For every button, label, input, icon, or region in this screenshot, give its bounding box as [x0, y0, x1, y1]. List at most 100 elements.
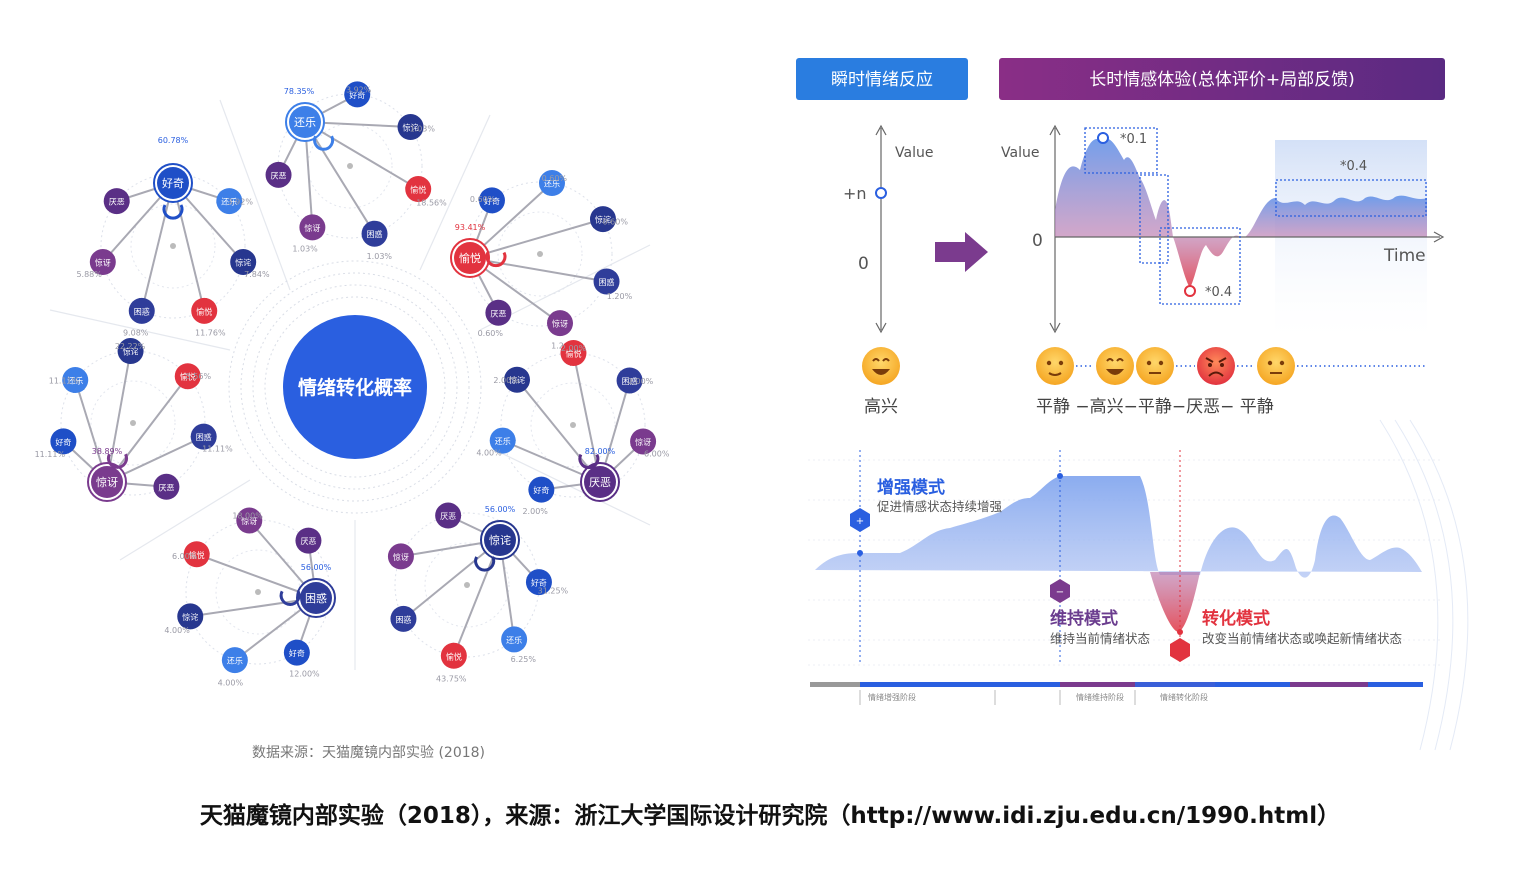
transition-arrow	[106, 375, 189, 483]
modes-chart: + 增强模式 促进情感状态持续增强 − 维持模式 维持当前情绪状态 转化模式 改…	[808, 419, 1469, 751]
emotion-node	[50, 428, 77, 455]
emotion-node-label: 厌恶	[440, 512, 456, 521]
transition-pct: 1.03%	[410, 124, 436, 133]
stage-bar-6	[1368, 682, 1423, 687]
emotion-node-label: 还乐	[221, 197, 237, 207]
emotion-node	[174, 363, 201, 390]
data-source-note: 数据来源：天猫魔镜内部实验 (2018)	[252, 745, 486, 761]
disgust-face-icon	[1197, 347, 1235, 385]
emotion-node	[528, 476, 555, 503]
emoji-row: 高兴	[862, 347, 1425, 417]
main-node-label: 愉悦	[459, 251, 481, 265]
emotion-node-label: 惊讶	[304, 223, 320, 233]
emotion-node-label: 好奇	[289, 648, 305, 658]
decorative-arcs	[1379, 419, 1469, 751]
transition-pct: 6.00%	[644, 450, 670, 459]
center-rings	[228, 260, 482, 514]
group-inner-ring	[90, 380, 176, 466]
transition-arrow	[190, 597, 317, 621]
enhance-hex-glyph: +	[856, 516, 864, 527]
emotion-node	[589, 206, 616, 233]
emotion-node-label: 困惑	[134, 306, 150, 316]
emotion-node	[478, 187, 505, 214]
emotion-node-label: 困惑	[395, 614, 411, 624]
emotion-node-label: 惊诧	[509, 375, 525, 385]
emotion-transition-diagram: 情绪转化概率 还乐3.92%惊诧7.84%愉悦11.76%困惑9.08%惊讶5.…	[35, 81, 670, 687]
emotion-node	[191, 297, 218, 324]
maintain-title: 维持模式	[1050, 608, 1118, 629]
emotion-node-label: 困惑	[622, 376, 638, 386]
maintain-hex-icon	[1050, 579, 1070, 603]
emotion-node	[501, 626, 528, 653]
emotion-node-label: 还乐	[227, 656, 243, 666]
main-node-label: 惊讶	[96, 475, 118, 489]
emotion-node-label: 惊诧	[182, 612, 198, 622]
dip-marker	[1184, 285, 1196, 297]
self-loop-arrow-icon	[578, 453, 600, 470]
transition-pct: 5.88%	[76, 270, 102, 279]
emotion-node-label: 愉悦	[565, 349, 581, 359]
tail-annotation: *0.4	[1340, 159, 1367, 174]
emotion-node	[630, 428, 657, 455]
emotion-node-label: 愉悦	[410, 185, 426, 195]
emotion-node-label: 困惑	[367, 229, 383, 239]
group-ring	[60, 350, 206, 496]
calm-face-icon-2	[1257, 347, 1295, 385]
emotion-node	[153, 473, 180, 500]
emotion-node-label: 愉悦	[180, 372, 196, 382]
group-inner-ring	[424, 542, 510, 628]
main-node-label: 好奇	[162, 176, 184, 190]
transform-title: 转化模式	[1202, 608, 1270, 629]
emotion-node	[221, 647, 248, 674]
enhance-desc: 促进情感状态持续增强	[877, 499, 1003, 514]
instant-axis-arrow-up	[875, 124, 887, 136]
emotion-node-label: 惊诧	[235, 258, 251, 268]
transition-pct: 11.11%	[202, 444, 233, 453]
figure-caption: 天猫魔镜内部实验（2018），来源：浙江大学国际设计研究院（http://www…	[199, 803, 1341, 829]
emotion-node	[547, 310, 573, 337]
instant-axis-arrow-down	[875, 322, 887, 334]
tail-highlight-band	[1275, 140, 1427, 340]
group-center-dot	[570, 422, 576, 428]
happy-face-icon	[862, 347, 900, 385]
tab-instant-label: 瞬时情绪反应	[831, 70, 933, 90]
stage-bar-maintain	[1060, 682, 1135, 687]
emotion-node-label: 好奇	[55, 437, 71, 447]
transition-arrow	[935, 232, 988, 272]
transition-pct: 11.76%	[195, 328, 226, 337]
emotion-node	[538, 170, 565, 197]
transition-arrow	[304, 121, 419, 190]
stage-label-enhance: 情绪增强阶段	[868, 692, 916, 702]
emotion-node-label: 愉悦	[189, 550, 205, 560]
group-center-dot	[537, 251, 543, 257]
emotion-group-2: 好奇0.60%还乐0.60%惊诧0.60%困惑1.20%惊讶1.20%厌恶0.6…	[450, 170, 633, 351]
emotion-groups: 还乐3.92%惊诧7.84%愉悦11.76%困惑9.08%惊讶5.88%厌恶好奇…	[35, 81, 670, 687]
group-center-dot	[170, 243, 176, 249]
emotion-node	[405, 176, 432, 203]
emotion-node	[216, 188, 243, 215]
transition-pct: 11.11%	[35, 450, 66, 459]
self-loop-arrow-icon	[313, 135, 335, 151]
tab-instant	[796, 58, 968, 100]
long-value-label: Value	[1001, 145, 1039, 161]
emotion-node-label: 困惑	[599, 277, 615, 287]
transition-pct: 3.92%	[228, 197, 254, 206]
emotion-node-label: 好奇	[531, 578, 547, 588]
main-node	[584, 466, 616, 498]
transition-pct: 0.60%	[478, 329, 504, 338]
main-node	[484, 524, 516, 556]
stage-bar-transform	[1135, 682, 1215, 687]
emotion-node-label: 厌恶	[490, 309, 506, 318]
transition-pct: 7.84%	[244, 270, 270, 279]
emotion-group-0: 还乐3.92% 惊诧 7.84% 愉悦 11.76% 困惑 9.08% 惊讶 5.88% 厌恶 好奇…	[76, 136, 270, 337]
group-center-dot	[130, 420, 136, 426]
emotion-node	[190, 423, 217, 450]
main-node-label: 厌恶	[589, 476, 611, 489]
transition-pct: 12.00%	[289, 669, 320, 678]
main-node-label: 惊诧	[489, 533, 511, 547]
emotion-node-label: 惊讶	[552, 319, 568, 329]
emotion-node	[236, 507, 263, 534]
stage-label-maintain: 情绪维持阶段	[1076, 692, 1124, 702]
long-axis-arrow-down	[1049, 322, 1061, 334]
